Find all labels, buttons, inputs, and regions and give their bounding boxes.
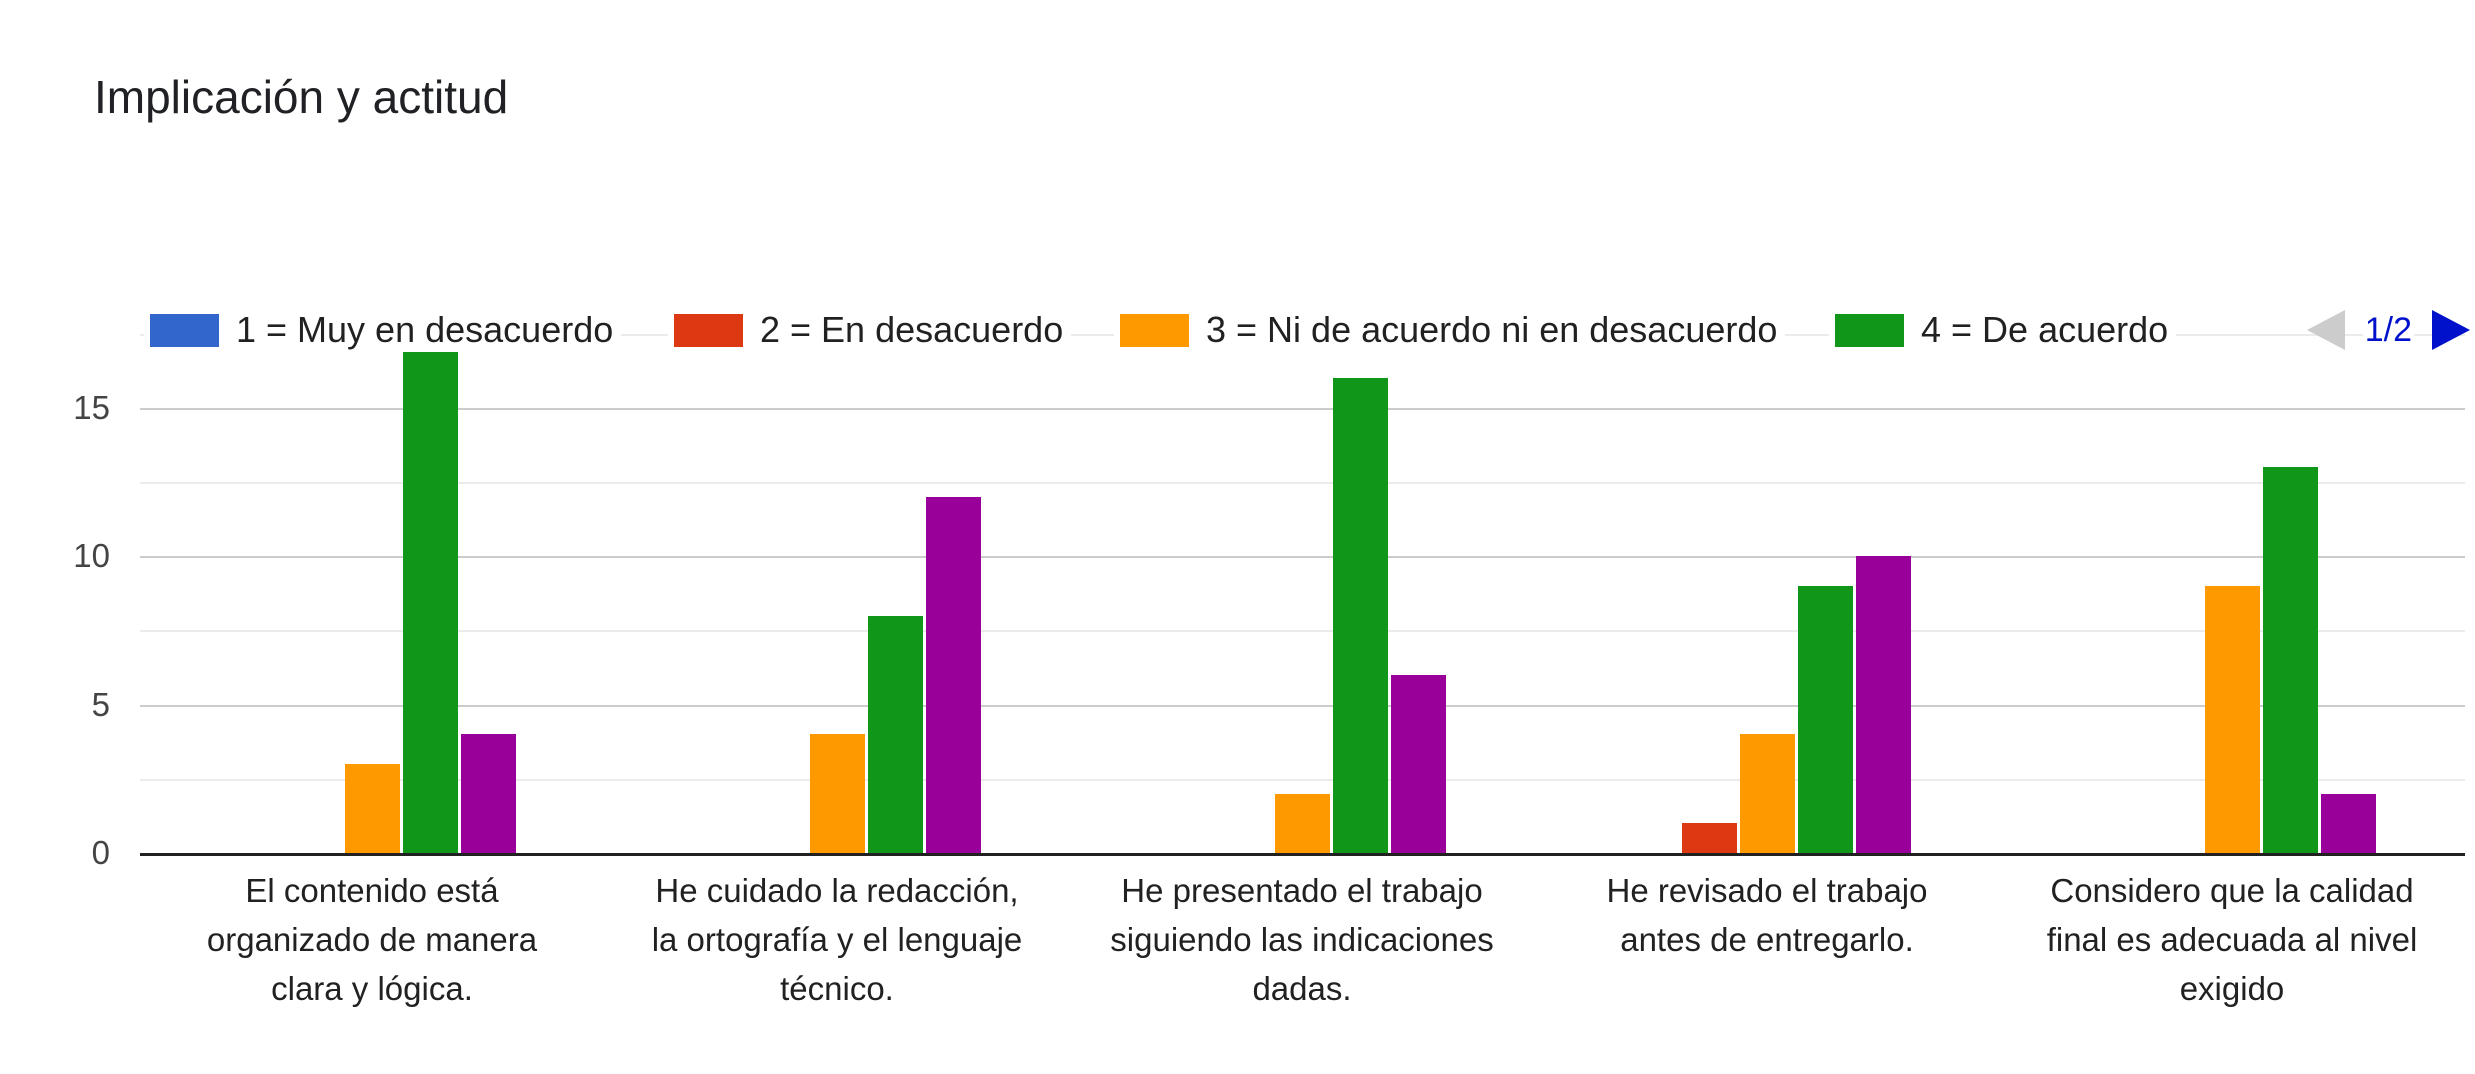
- legend-item-3: 3 = Ni de acuerdo ni en desacuerdo: [1114, 308, 1786, 352]
- bar-series4-cat4[interactable]: [1798, 586, 1853, 853]
- legend-swatch-red: [674, 313, 743, 347]
- bar-series2-cat4[interactable]: [1682, 823, 1737, 853]
- bar-group-5: [2000, 313, 2465, 853]
- page-title: Implicación y actitud: [94, 71, 509, 123]
- gridline-15: [140, 407, 2465, 410]
- bar-series5-cat4[interactable]: [1856, 556, 1911, 853]
- prev-page-arrow-icon: [2306, 310, 2345, 350]
- bar-series4-cat2[interactable]: [868, 616, 923, 853]
- gridline-5: [140, 704, 2465, 707]
- bar-series5-cat5[interactable]: [2321, 794, 2376, 853]
- bar-series5-cat3[interactable]: [1391, 675, 1446, 853]
- y-tick-0: 0: [91, 834, 110, 871]
- bar-group-4: [1535, 313, 2000, 853]
- plot-area: [140, 310, 2465, 856]
- gridline-2.5: [140, 778, 2465, 781]
- legend-swatch-blue: [150, 313, 219, 347]
- legend-item-label: 2 = En desacuerdo: [760, 309, 1064, 350]
- x-category-label-1: El contenido está organizado de manera c…: [206, 872, 538, 1007]
- legend-item-label: 3 = Ni de acuerdo ni en desacuerdo: [1206, 309, 1778, 350]
- bar-series4-cat1[interactable]: [403, 349, 458, 853]
- bar-series5-cat1[interactable]: [461, 734, 516, 853]
- legend-item-2: 2 = En desacuerdo: [668, 308, 1072, 352]
- legend-item-label: 1 = Muy en desacuerdo: [236, 309, 614, 350]
- gridline-12.5: [140, 482, 2465, 485]
- bar-series4-cat3[interactable]: [1333, 378, 1388, 853]
- bar-group-1: [140, 313, 605, 853]
- legend: 1 = Muy en desacuerdo 2 = En desacuerdo …: [0, 308, 2475, 352]
- legend-swatch-orange: [1120, 313, 1189, 347]
- x-category-label-3: He presentado el trabajo siguiendo las i…: [1110, 872, 1494, 1007]
- x-axis-baseline: [140, 853, 2465, 856]
- gridline-10: [140, 556, 2465, 559]
- y-tick-15: 15: [73, 389, 110, 426]
- gridline-7.5: [140, 630, 2465, 633]
- bar-series4-cat5[interactable]: [2263, 467, 2318, 853]
- next-page-arrow-icon[interactable]: [2432, 310, 2470, 350]
- legend-swatch-green: [1835, 313, 1904, 347]
- legend-item-4: 4 = De acuerdo: [1829, 308, 2177, 352]
- y-tick-5: 5: [91, 686, 110, 723]
- bar-group-2: [605, 313, 1070, 853]
- x-category-label-2: He cuidado la redacción, la ortografía y…: [651, 872, 1023, 1007]
- bar-series3-cat4[interactable]: [1740, 734, 1795, 853]
- x-category-label-4: He revisado el trabajo antes de entregar…: [1606, 872, 1928, 958]
- y-tick-10: 10: [73, 537, 110, 574]
- legend-pagination: 1/2: [2306, 308, 2470, 352]
- bar-series3-cat1[interactable]: [345, 764, 400, 853]
- legend-item-1: 1 = Muy en desacuerdo: [144, 308, 622, 352]
- bar-series5-cat2[interactable]: [926, 497, 981, 853]
- x-category-label-5: Considero que la calidad final es adecua…: [2046, 872, 2418, 1007]
- legend-page-indicator: 1/2: [2362, 310, 2414, 350]
- bar-series3-cat5[interactable]: [2205, 586, 2260, 853]
- bar-series3-cat2[interactable]: [810, 734, 865, 853]
- bar-series3-cat3[interactable]: [1275, 794, 1330, 853]
- bar-group-3: [1070, 313, 1535, 853]
- legend-item-label: 4 = De acuerdo: [1921, 309, 2169, 350]
